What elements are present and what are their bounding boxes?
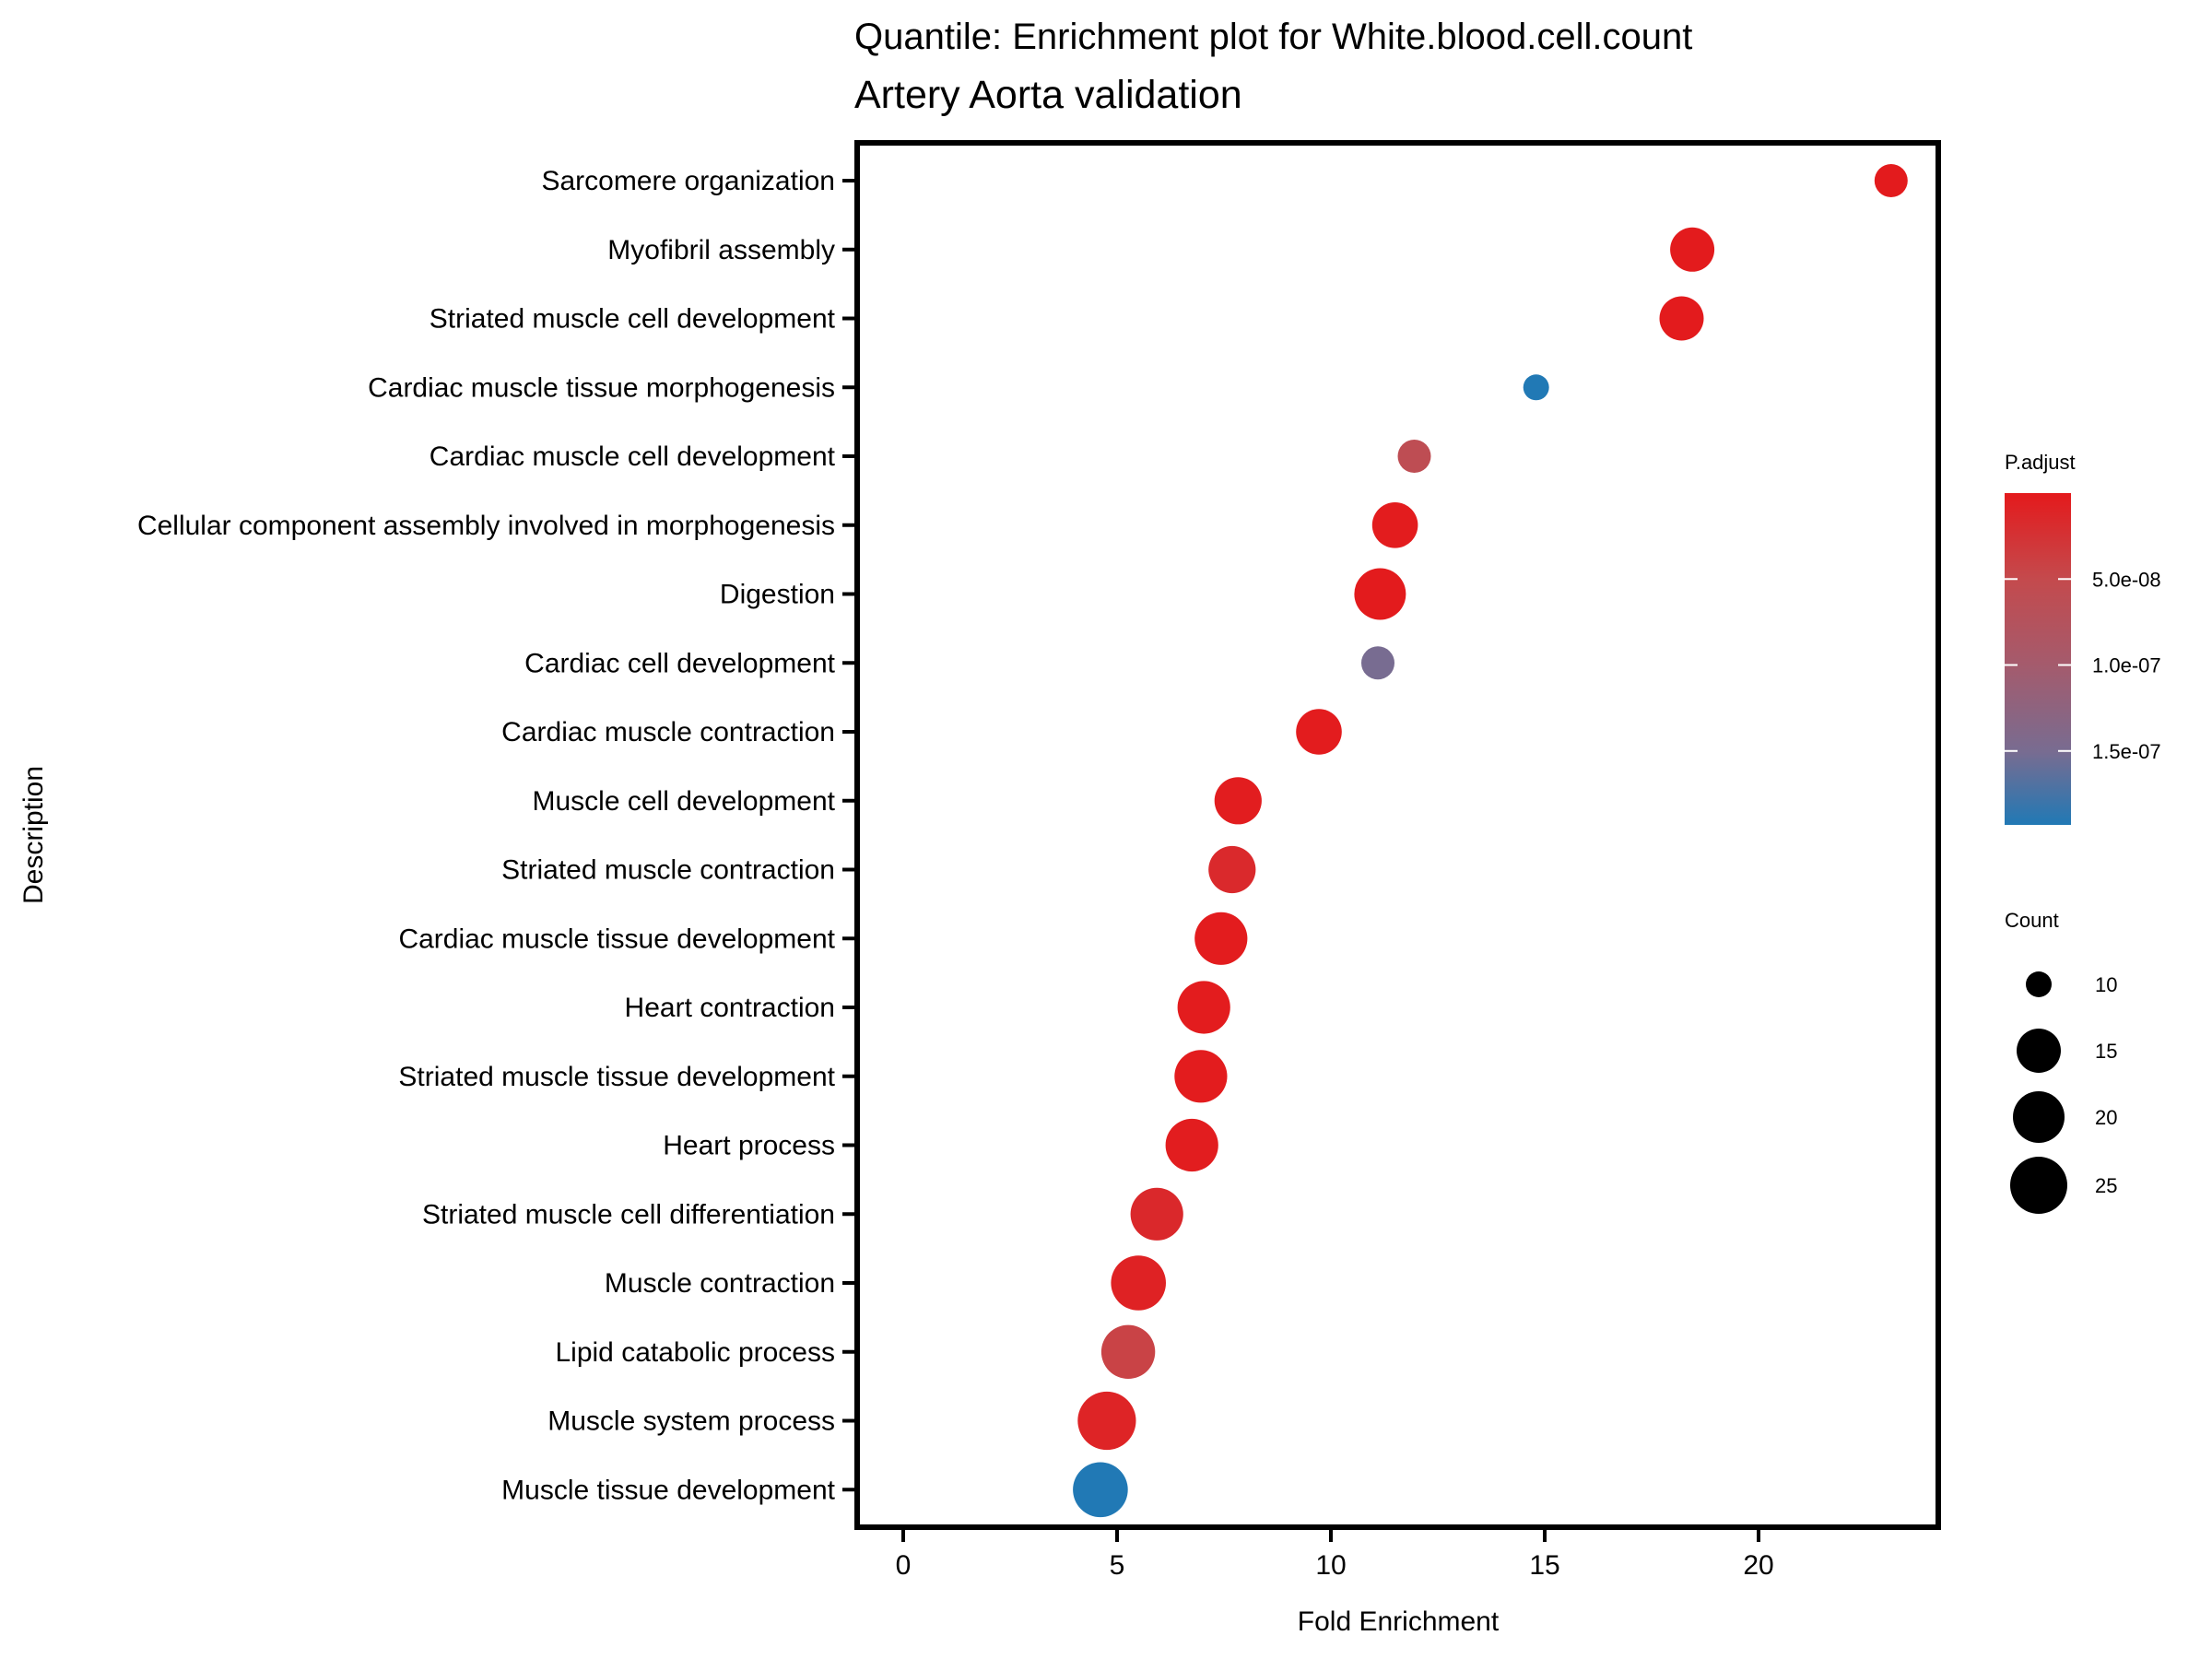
y-tick-label: Striated muscle contraction [501,855,835,886]
data-point [1208,845,1256,894]
color-bar-ticks: 5.0e-08 1.0e-07 1.5e-07 [2005,568,2161,763]
y-axis-tick-labels: Sarcomere organization Myofibril assembly… [137,166,836,1505]
y-tick-label: Cardiac muscle contraction [501,717,835,747]
size-legend-title: Count [2005,909,2059,932]
data-point [1177,981,1230,1034]
color-legend: P.adjust 5.0e-08 1.0e-07 1.5e-07 [2005,451,2161,825]
x-tick-label: 10 [1315,1550,1346,1581]
y-tick-label: Muscle contraction [605,1268,835,1299]
data-point [1397,440,1431,473]
data-point [1130,1187,1183,1241]
plot-panel-border [854,140,1941,1530]
size-legend-key [2010,1157,2067,1214]
color-legend-title: P.adjust [2005,451,2076,474]
x-tick-label: 15 [1529,1550,1559,1581]
color-bar [2005,493,2071,825]
x-axis-tick-labels: 0 5 10 15 20 [896,1550,1774,1581]
y-tick-label: Cardiac cell development [524,648,836,678]
data-point [1194,912,1248,965]
data-point [1523,374,1549,401]
size-legend: Count 10 15 20 25 [2005,909,2117,1214]
size-legend-label: 25 [2095,1174,2117,1197]
y-tick-label: Digestion [720,580,835,610]
chart-subtitle: Artery Aorta validation [854,73,1242,117]
y-tick-label: Striated muscle tissue development [398,1062,835,1092]
data-point [1296,709,1342,755]
data-point [1670,227,1715,272]
data-point [1100,1324,1156,1380]
x-axis-ticks [901,1530,1760,1542]
data-point [1354,568,1406,620]
data-point [1371,502,1418,548]
data-point [1165,1118,1218,1172]
chart-title: Quantile: Enrichment plot for White.bloo… [854,17,1692,57]
data-point [1214,777,1262,825]
data-point [1361,646,1394,680]
y-tick-label: Heart process [663,1131,835,1161]
y-tick-label: Cardiac muscle tissue morphogenesis [368,372,835,403]
y-tick-label: Sarcomere organization [541,166,835,196]
x-tick-label: 5 [1110,1550,1125,1581]
y-axis-title: Description [18,766,49,904]
size-legend-keys: 10 15 20 25 [2010,971,2117,1214]
x-tick-label: 0 [896,1550,912,1581]
y-tick-label: Cardiac muscle cell development [429,441,836,472]
size-legend-label: 10 [2095,973,2117,996]
y-tick-label: Cellular component assembly involved in … [137,511,835,541]
data-points [1073,164,1908,1518]
size-legend-key [2013,1091,2065,1143]
data-point [1174,1050,1228,1103]
y-tick-label: Muscle cell development [533,786,836,817]
size-legend-key [2017,1029,2061,1073]
size-legend-key [2026,971,2052,997]
size-legend-label: 15 [2095,1040,2117,1063]
y-tick-label: Heart contraction [625,993,835,1023]
y-tick-label: Striated muscle cell development [429,304,836,335]
x-axis-title: Fold Enrichment [1298,1606,1500,1637]
y-tick-label: Myofibril assembly [607,235,835,265]
color-bar-tick-label: 5.0e-08 [2092,568,2161,591]
data-point [1077,1391,1136,1451]
size-legend-label: 20 [2095,1106,2117,1129]
color-bar-tick-label: 1.5e-07 [2092,740,2161,763]
x-tick-label: 20 [1743,1550,1773,1581]
y-axis-ticks [842,179,854,1492]
y-tick-label: Muscle tissue development [501,1475,836,1505]
data-point [1659,296,1704,341]
y-tick-label: Lipid catabolic process [555,1337,835,1368]
y-tick-label: Striated muscle cell differentiation [422,1199,835,1230]
data-point [1073,1462,1128,1518]
y-tick-label: Muscle system process [547,1406,835,1437]
data-point [1874,164,1908,197]
color-bar-tick-label: 1.0e-07 [2092,654,2161,677]
data-point [1111,1255,1166,1311]
y-tick-label: Cardiac muscle tissue development [398,924,835,954]
